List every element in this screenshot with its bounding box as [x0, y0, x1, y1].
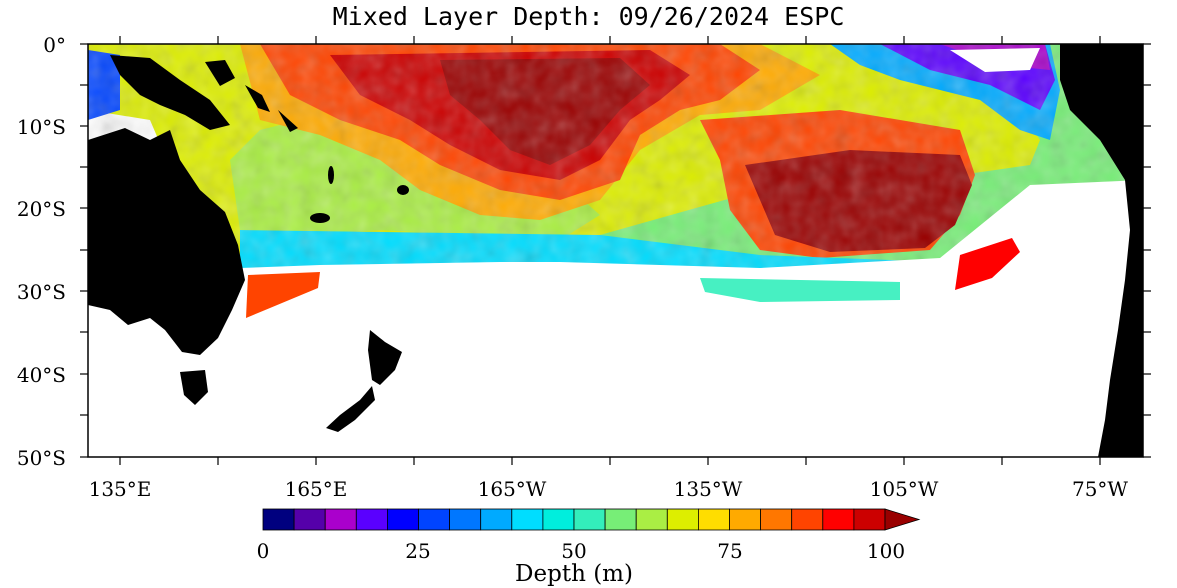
australia-landmass [88, 128, 245, 355]
colorbar-swatch [511, 508, 544, 531]
colorbar-swatch [262, 508, 295, 531]
lat-label-50s: 50°S [17, 446, 66, 470]
colorbar [262, 508, 921, 531]
south-america-landmass [1060, 44, 1143, 457]
colorbar-swatch [386, 508, 419, 531]
lat-label-10s: 10°S [17, 115, 66, 139]
colorbar-swatch [635, 508, 668, 531]
colorbar-title: Depth (m) [515, 561, 633, 587]
lon-label-135e: 135°E [89, 477, 152, 501]
colorbar-swatch [418, 508, 451, 531]
lat-label-40s: 40°S [17, 363, 66, 387]
colorbar-swatch [480, 508, 513, 531]
land-masses [88, 44, 1143, 457]
colorbar-swatch [324, 508, 357, 531]
lon-label-75w: 75°W [1072, 477, 1128, 501]
lon-ticks [119, 36, 1101, 465]
lat-label-30s: 30°S [17, 280, 66, 304]
colorbar-swatch [293, 508, 326, 531]
lat-label-0: 0° [43, 33, 66, 57]
mld-field [88, 44, 1143, 457]
colorbar-swatch [760, 508, 793, 531]
colorbar-swatch [542, 508, 575, 531]
colorbar-swatch [573, 508, 606, 531]
new-zealand-landmass [368, 330, 402, 385]
colorbar-swatch [449, 508, 482, 531]
colorbar-extend-arrow [884, 508, 921, 531]
lon-label-105w: 105°W [870, 477, 939, 501]
colorbar-label-25: 25 [405, 539, 430, 563]
colorbar-swatch [355, 508, 388, 531]
colorbar-swatch [666, 508, 699, 531]
lon-label-135w: 135°W [674, 477, 743, 501]
colorbar-swatch [604, 508, 637, 531]
colorbar-swatch [729, 508, 762, 531]
lon-label-165e: 165°E [285, 477, 348, 501]
colorbar-swatch [822, 508, 855, 531]
colorbar-swatch [698, 508, 730, 531]
colorbar-swatch [791, 508, 824, 531]
lat-ticks [80, 43, 1151, 458]
tasmania-landmass [180, 370, 208, 405]
lat-label-20s: 20°S [17, 197, 66, 221]
lon-label-165w: 165°W [478, 477, 547, 501]
colorbar-label-0: 0 [257, 539, 270, 563]
map-title: Mixed Layer Depth: 09/26/2024 ESPC [332, 2, 845, 31]
colorbar-label-50: 50 [561, 539, 586, 563]
colorbar-label-75: 75 [717, 539, 742, 563]
colorbar-label-100: 100 [867, 539, 905, 563]
colorbar-swatch [853, 508, 886, 531]
new-guinea-landmass [110, 55, 230, 130]
